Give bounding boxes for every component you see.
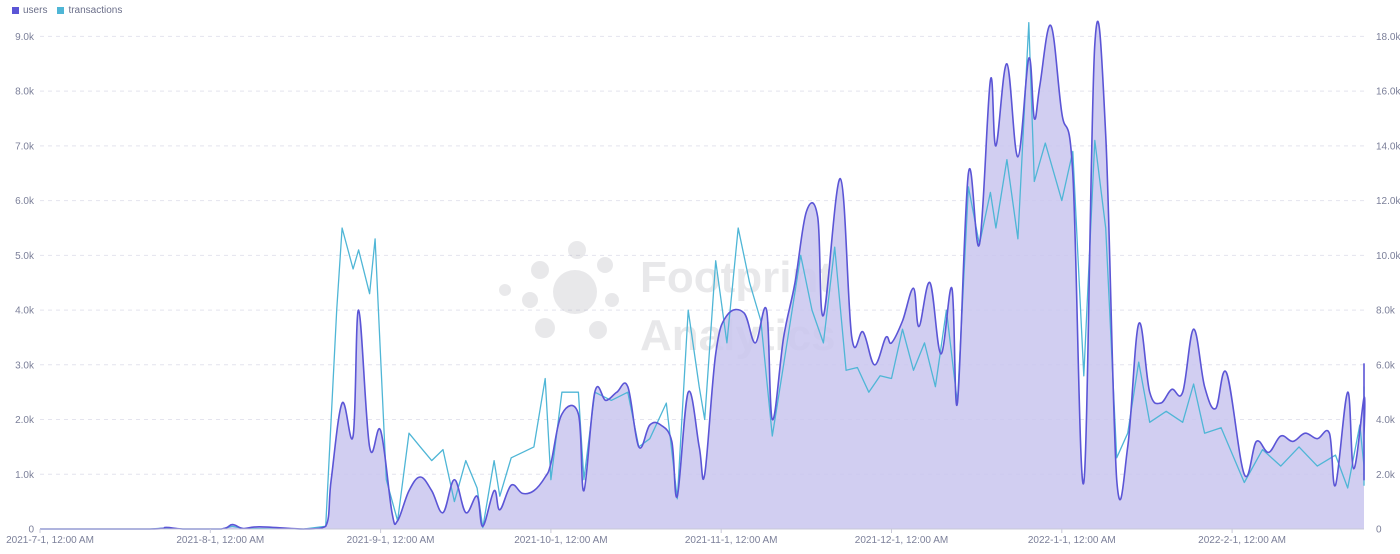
- x-tick-label: 2022-2-1, 12:00 AM: [1198, 535, 1286, 546]
- y-right-tick-label: 6.0k: [1376, 360, 1396, 371]
- legend-label-transactions: transactions: [68, 5, 123, 16]
- watermark-logo-icon: [499, 241, 619, 339]
- y-right-tick-label: 16.0k: [1376, 87, 1400, 98]
- legend: users transactions: [12, 5, 122, 16]
- x-tick-label: 2021-9-1, 12:00 AM: [347, 535, 435, 546]
- axes: 0 1.0k 2.0k 3.0k 4.0k 5.0k 6.0k 7.0k 8.0k 9.0k 0 2.…: [6, 32, 1400, 546]
- x-tick-label: 2021-10-1, 12:00 AM: [514, 535, 607, 546]
- y-right-tick-label: 12.0k: [1376, 196, 1400, 207]
- y-right-tick-label: 18.0k: [1376, 32, 1400, 43]
- y-right-tick-label: 8.0k: [1376, 306, 1396, 317]
- y-left-tick-label: 7.0k: [15, 141, 35, 152]
- y-right-tick-label: 4.0k: [1376, 415, 1396, 426]
- y-left-tick-label: 1.0k: [15, 470, 35, 481]
- y-left-tick-label: 6.0k: [15, 196, 35, 207]
- y-right-tick-label: 0: [1376, 525, 1382, 536]
- y-right-tick-label: 10.0k: [1376, 251, 1400, 262]
- series-line-users[interactable]: [40, 20, 1366, 530]
- legend-label-users: users: [23, 5, 48, 16]
- y-right-tick-label: 2.0k: [1376, 470, 1396, 481]
- x-tick-label: 2021-8-1, 12:00 AM: [176, 535, 264, 546]
- x-tick-label: 2021-12-1, 12:00 AM: [855, 535, 948, 546]
- series-line-transactions[interactable]: [40, 22, 1365, 530]
- y-left-tick-label: 4.0k: [15, 306, 35, 317]
- series-group: [40, 20, 1366, 530]
- y-left-tick-label: 0: [28, 525, 34, 536]
- y-left-tick-label: 5.0k: [15, 251, 35, 262]
- x-tick-label: 2022-1-1, 12:00 AM: [1028, 535, 1116, 546]
- x-tick-label: 2021-11-1, 12:00 AM: [685, 535, 778, 546]
- y-left-tick-label: 2.0k: [15, 415, 35, 426]
- legend-swatch-transactions: [57, 7, 65, 14]
- y-left-tick-label: 9.0k: [15, 32, 35, 43]
- legend-swatch-users: [12, 7, 19, 14]
- y-left-tick-label: 8.0k: [15, 87, 35, 98]
- y-right-tick-label: 14.0k: [1376, 141, 1400, 152]
- legend-item-transactions[interactable]: transactions: [57, 5, 122, 16]
- y-left-tick-label: 3.0k: [15, 360, 35, 371]
- x-tick-label: 2021-7-1, 12:00 AM: [6, 535, 94, 546]
- legend-item-users[interactable]: users: [12, 5, 47, 16]
